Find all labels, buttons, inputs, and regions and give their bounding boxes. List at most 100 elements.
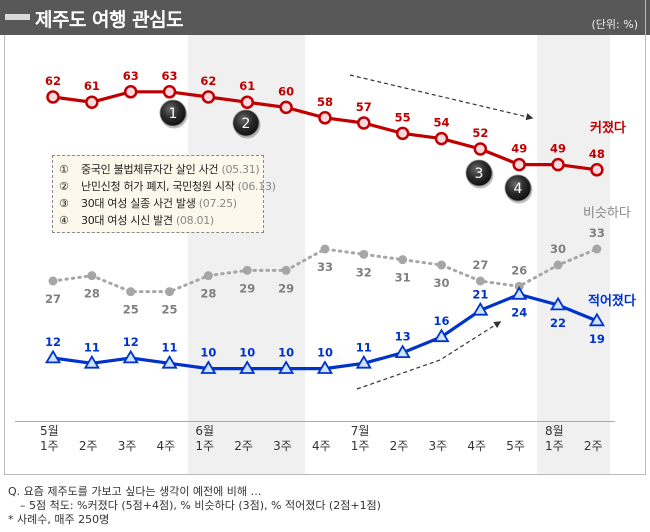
- data-point-bigger: [201, 90, 216, 104]
- data-point-bigger: [240, 95, 254, 109]
- legend-item: ② 난민신청 허가 폐지, 국민청원 시작 (06.13): [59, 178, 276, 194]
- data-label-smaller: 10: [317, 346, 333, 360]
- data-point-smaller: [549, 296, 567, 311]
- data-label-bigger: 62: [45, 74, 61, 88]
- x-month-label: 6월: [195, 424, 215, 438]
- data-point-bigger: [357, 116, 371, 130]
- data-label-bigger: 61: [84, 79, 100, 93]
- data-label-bigger: 61: [239, 79, 255, 93]
- legend-date: (05.31): [221, 163, 260, 176]
- event-marker-3: 3: [465, 159, 494, 189]
- data-point-bigger: [85, 95, 99, 109]
- data-point-smaller: [44, 349, 62, 364]
- data-point-smaller: [200, 360, 217, 374]
- data-label-similar: 29: [239, 281, 255, 295]
- data-label-bigger: 57: [356, 100, 372, 114]
- frame-border-left: [4, 35, 5, 475]
- data-point-similar: [126, 287, 136, 297]
- data-label-bigger: 58: [317, 95, 333, 109]
- data-label-similar: 30: [550, 242, 566, 256]
- legend-number: ②: [59, 180, 69, 193]
- x-tick-label: 1주: [195, 439, 215, 453]
- data-label-bigger: 49: [550, 142, 566, 156]
- data-label-smaller: 12: [45, 335, 61, 349]
- data-point-similar: [48, 276, 58, 286]
- series-label-bigger: 커졌다: [590, 120, 626, 136]
- data-label-bigger: 48: [589, 147, 605, 161]
- data-point-bigger: [512, 157, 526, 172]
- x-tick-label: 2주: [78, 439, 98, 453]
- legend-text: 30대 여성 실종 사건 발생: [81, 197, 196, 210]
- x-tick-label: 1주: [40, 439, 59, 453]
- data-label-similar: 30: [433, 276, 449, 290]
- data-label-similar: 33: [317, 260, 333, 274]
- data-label-bigger: 62: [200, 74, 216, 88]
- data-point-similar: [592, 244, 602, 254]
- data-label-smaller: 10: [278, 346, 294, 360]
- frame-border-bottom: [4, 474, 646, 475]
- event-marker-4: 4: [504, 174, 533, 204]
- data-point-similar: [359, 249, 369, 259]
- data-label-bigger: 52: [472, 126, 488, 140]
- data-label-smaller: 16: [433, 314, 449, 328]
- data-label-similar: 26: [511, 263, 527, 277]
- data-point-similar: [553, 260, 563, 270]
- event-marker-number: 2: [242, 116, 251, 132]
- x-month-label: 7월: [350, 424, 370, 438]
- data-point-similar: [398, 255, 408, 265]
- x-tick-label: 4주: [156, 439, 176, 453]
- data-label-smaller: 11: [162, 340, 178, 354]
- legend-date: (06.13): [237, 180, 276, 193]
- data-point-bigger: [473, 142, 488, 156]
- data-point-bigger: [46, 90, 60, 104]
- data-point-similar: [203, 271, 213, 281]
- x-tick-label: 1주: [545, 439, 564, 453]
- x-tick-label: 5주: [506, 439, 525, 453]
- data-label-smaller: 24: [511, 305, 527, 319]
- footnote-question: Q. 요즘 제주도를 가보고 싶다는 생각이 예전에 비해 …: [8, 485, 262, 498]
- data-label-smaller: 11: [84, 340, 100, 354]
- data-point-bigger: [590, 163, 604, 177]
- data-point-similar: [165, 287, 175, 297]
- legend-item: ③ 30대 여성 실종 사건 발생 (07.25): [59, 195, 237, 211]
- x-tick-label: 2주: [389, 439, 409, 453]
- data-label-smaller: 19: [589, 332, 605, 346]
- data-point-similar: [320, 244, 330, 254]
- trend-arrow-up: [356, 321, 502, 390]
- x-tick-label: 1주: [350, 439, 370, 453]
- data-label-similar: 28: [200, 287, 216, 301]
- data-point-bigger: [434, 131, 449, 146]
- data-label-similar: 25: [162, 303, 178, 317]
- series-similar: 27 28 25 25 28 29 29 33 32 31 30 27 26 30 33: [45, 226, 605, 317]
- series-smaller: 12 11 12 11 10 10 10 10 11 13 16 21 24 22 19: [44, 286, 605, 374]
- footnote: Q. 요즘 제주도를 가보고 싶다는 생각이 예전에 비해 … – 5점 척도:…: [8, 485, 381, 527]
- footnote-scale: – 5점 척도: %커졌다 (5점+4점), % 비슷하다 (3점), % 적어…: [20, 499, 381, 512]
- chart-header: 제주도 여행 관심도 (단위: %): [0, 0, 650, 35]
- header-accent-bar: [5, 14, 30, 20]
- data-point-bigger: [123, 85, 138, 99]
- data-label-bigger: 49: [511, 142, 527, 156]
- event-legend: ① 중국인 불법체류자간 살인 사건 (05.31) ② 난민신청 허가 폐지, 국…: [52, 155, 276, 233]
- data-point-similar: [242, 265, 252, 275]
- event-marker-number: 3: [475, 166, 484, 182]
- series-line-similar: [51, 247, 599, 294]
- trend-arrow-down: [349, 74, 534, 121]
- event-marker-number: 4: [514, 181, 523, 197]
- data-point-bigger: [279, 100, 293, 115]
- data-point-smaller: [316, 360, 334, 374]
- data-point-smaller: [278, 360, 295, 374]
- event-marker-1: 1: [159, 99, 188, 129]
- x-tick-label: 4주: [311, 439, 331, 453]
- data-label-smaller: 10: [200, 346, 216, 360]
- data-point-similar: [475, 276, 485, 286]
- event-marker-2: 2: [232, 109, 261, 139]
- x-tick-label: 3주: [117, 439, 137, 453]
- data-label-similar: 31: [395, 271, 411, 285]
- legend-number: ④: [59, 214, 69, 227]
- x-month-label: 8월: [545, 424, 564, 438]
- event-marker-number: 1: [169, 106, 178, 122]
- data-label-similar: 32: [356, 265, 372, 279]
- data-point-smaller: [161, 354, 178, 369]
- data-point-smaller: [588, 312, 605, 327]
- x-axis-line: [15, 421, 615, 422]
